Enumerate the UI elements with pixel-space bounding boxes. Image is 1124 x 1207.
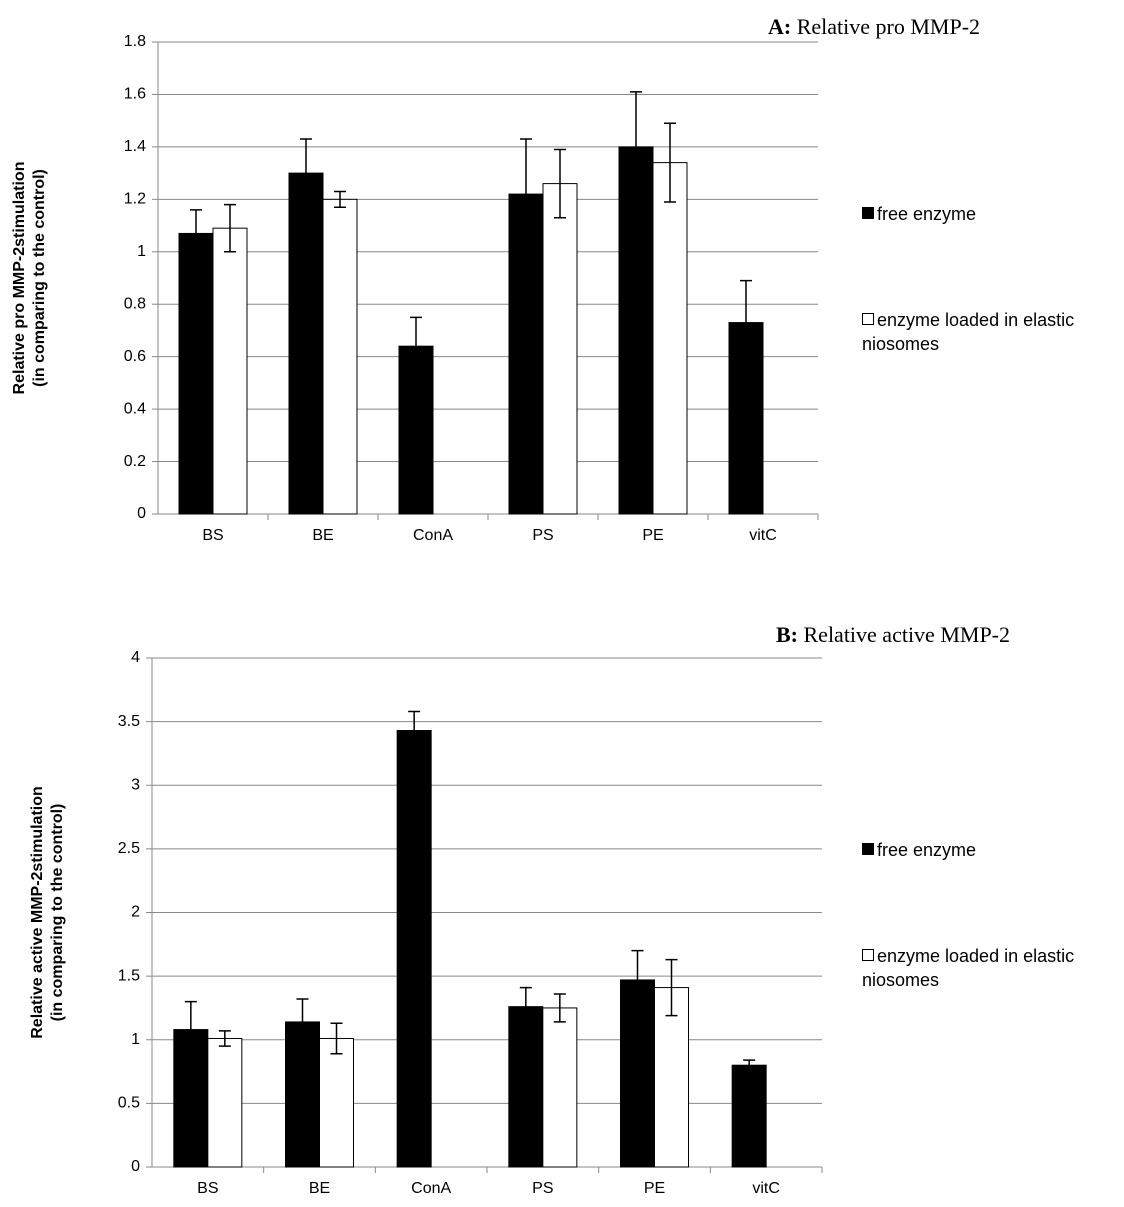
legend-swatch xyxy=(862,207,874,219)
y-tick-label: 3.5 xyxy=(118,713,140,730)
x-tick-label: PS xyxy=(532,1180,553,1197)
bar xyxy=(732,1065,766,1167)
panel-label: B: xyxy=(776,622,798,647)
y-tick-label: 1.5 xyxy=(118,967,140,984)
bar xyxy=(320,1038,354,1167)
chart-title: Relative pro MMP-2 xyxy=(797,14,980,39)
bar xyxy=(179,233,213,514)
x-tick-label: vitC xyxy=(752,1180,780,1197)
y-axis-label: (in comparing to the control) xyxy=(31,169,48,387)
y-tick-label: 2 xyxy=(131,904,140,921)
x-tick-label: BS xyxy=(202,527,223,544)
legend-label: enzyme loaded in elastic niosomes xyxy=(862,310,1074,354)
legend-item: enzyme loaded in elastic niosomes xyxy=(862,944,1102,992)
y-tick-label: 0.4 xyxy=(124,400,146,417)
panel-label: A: xyxy=(768,14,791,39)
bar xyxy=(213,228,247,514)
y-tick-label: 1 xyxy=(131,1031,140,1048)
y-tick-label: 0 xyxy=(137,505,146,522)
y-tick-label: 0.8 xyxy=(124,295,146,312)
x-tick-label: ConA xyxy=(411,1180,451,1197)
bar xyxy=(397,731,431,1167)
bar xyxy=(289,173,323,514)
y-tick-label: 0 xyxy=(131,1158,140,1175)
x-tick-label: ConA xyxy=(413,527,453,544)
x-tick-label: PS xyxy=(532,527,553,544)
y-axis-label: (in comparing to the control) xyxy=(49,804,66,1022)
legend-label: free enzyme xyxy=(877,840,976,860)
x-tick-label: BE xyxy=(309,1180,330,1197)
bar xyxy=(509,1007,543,1167)
y-tick-label: 1 xyxy=(137,243,146,260)
y-tick-label: 0.6 xyxy=(124,348,146,365)
bar xyxy=(323,199,357,514)
y-tick-label: 1.2 xyxy=(124,191,146,208)
legend-item: free enzyme xyxy=(862,202,1102,226)
legend-item: free enzyme xyxy=(862,838,1102,862)
y-tick-label: 1.8 xyxy=(124,33,146,50)
y-tick-label: 0.2 xyxy=(124,453,146,470)
y-axis-label: Relative active MMP-2stimulation xyxy=(29,786,46,1039)
legend-label: enzyme loaded in elastic niosomes xyxy=(862,946,1074,990)
chart-title: Relative active MMP-2 xyxy=(804,622,1011,647)
bar xyxy=(208,1038,242,1167)
panel-title: B: Relative active MMP-2 xyxy=(776,622,1010,648)
x-tick-label: PE xyxy=(644,1180,665,1197)
bar xyxy=(543,1008,577,1167)
x-tick-label: BE xyxy=(312,527,333,544)
y-tick-label: 4 xyxy=(131,649,140,666)
bar xyxy=(543,184,577,514)
x-tick-label: PE xyxy=(642,527,663,544)
legend-label: free enzyme xyxy=(877,204,976,224)
y-tick-label: 2.5 xyxy=(118,840,140,857)
page: {"chart_data": [ {"type": "bar", "panel"… xyxy=(0,0,1124,1207)
legend-swatch xyxy=(862,843,874,855)
bar xyxy=(653,163,687,514)
y-tick-label: 1.6 xyxy=(124,86,146,103)
panel-title: A: Relative pro MMP-2 xyxy=(768,14,980,40)
y-axis-label: Relative pro MMP-2stimulation xyxy=(11,162,28,395)
legend-swatch xyxy=(862,949,874,961)
legend-swatch xyxy=(862,313,874,325)
legend-item: enzyme loaded in elastic niosomes xyxy=(862,308,1102,356)
y-tick-label: 1.4 xyxy=(124,138,146,155)
y-tick-label: 0.5 xyxy=(118,1095,140,1112)
charts: Relative pro MMP-2stimulation(in compari… xyxy=(0,0,1124,1207)
x-tick-label: BS xyxy=(197,1180,218,1197)
y-tick-label: 3 xyxy=(131,776,140,793)
x-tick-label: vitC xyxy=(749,527,777,544)
